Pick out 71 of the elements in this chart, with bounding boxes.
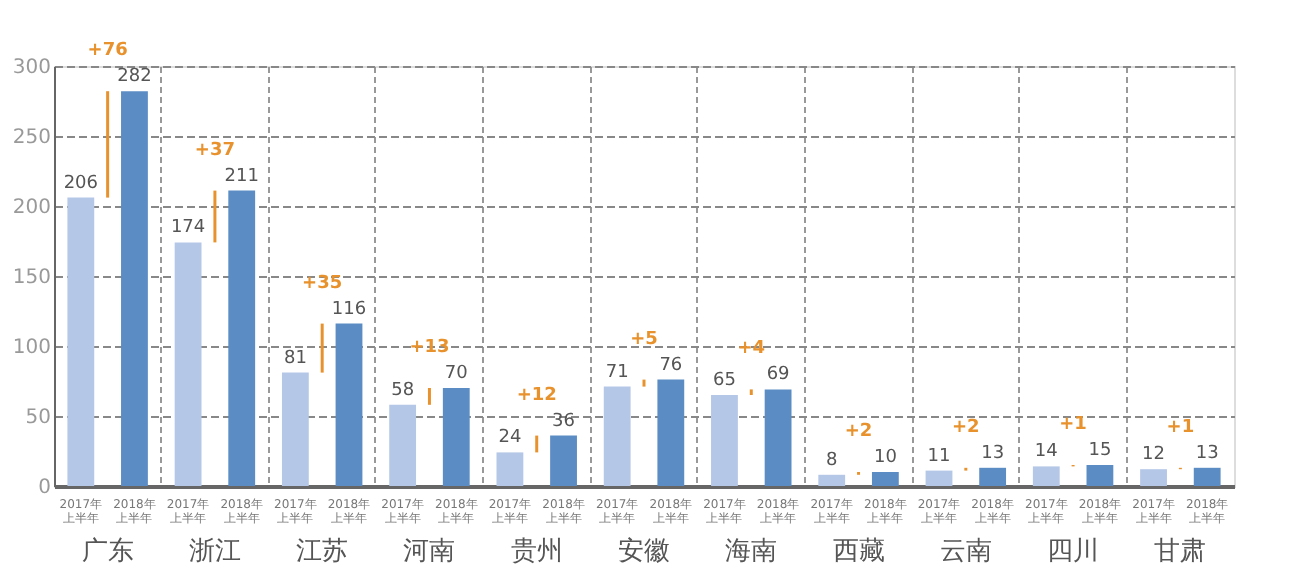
data-label: 174 [170, 218, 206, 239]
annotation: +35 [302, 273, 343, 294]
data-label: 76 [659, 355, 683, 376]
data-label: 36 [552, 411, 576, 432]
x-tick-label: 云南 [939, 537, 992, 567]
bar [442, 388, 470, 486]
bar [121, 91, 148, 486]
data-label: 10 [873, 448, 898, 468]
y-tick-label: 150 [12, 267, 51, 289]
y-tick-label: 100 [12, 337, 51, 359]
bar [925, 470, 953, 486]
bar [389, 404, 417, 486]
data-label: 65 [713, 371, 736, 391]
x-tick-label: 河南 [403, 537, 456, 567]
bar [818, 474, 846, 486]
bar [335, 323, 363, 486]
data-label: 58 [391, 380, 415, 401]
bar [550, 435, 577, 486]
bar [281, 372, 309, 486]
data-label: 12 [1142, 445, 1165, 466]
y-tick-label: 50 [25, 407, 51, 429]
data-label: 13 [981, 443, 1005, 464]
bar [496, 452, 524, 486]
annotation: +1 [1166, 417, 1195, 438]
bar [1193, 467, 1221, 486]
data-label: 81 [283, 348, 307, 369]
data-label: 11 [927, 446, 951, 467]
bar [1086, 465, 1114, 486]
annotation: +1 [1059, 415, 1087, 435]
annotation: +12 [516, 385, 557, 406]
annotation: +2 [844, 422, 873, 442]
annotation: +5 [630, 329, 658, 350]
x-tick-label: 江苏 [296, 537, 349, 567]
x-tick-label: 浙江 [188, 537, 241, 567]
bar [1140, 469, 1167, 486]
data-label: 24 [498, 428, 522, 449]
x-tick-label: 甘肃 [1154, 537, 1207, 567]
data-label: 8 [825, 450, 838, 471]
y-tick-label: 300 [12, 57, 51, 79]
annotation: +37 [194, 140, 235, 161]
bar [174, 242, 202, 486]
data-label: 13 [1195, 443, 1219, 464]
x-tick-label: 海南 [725, 537, 778, 567]
annotation: +2 [952, 417, 980, 438]
data-label: 69 [766, 365, 791, 386]
data-label: 71 [605, 362, 629, 383]
y-tick-label: 0 [38, 477, 51, 499]
x-tick-label: 广东 [81, 537, 134, 567]
bar [657, 379, 685, 486]
bar [764, 389, 792, 486]
x-tick-label: 安徽 [618, 535, 670, 567]
bar [603, 386, 631, 486]
data-label: 282 [117, 67, 152, 88]
data-label: 116 [331, 299, 367, 320]
x-tick-label: 四川 [1047, 537, 1100, 567]
bar [711, 395, 738, 486]
data-label: 206 [63, 173, 99, 194]
data-label: 211 [224, 166, 259, 187]
x-tick-label: 西藏 [832, 537, 885, 567]
bar [228, 190, 256, 486]
data-label: 15 [1088, 441, 1112, 461]
bar [871, 472, 899, 486]
bar [1032, 466, 1060, 486]
y-tick-label: 250 [12, 127, 51, 149]
text: +76 [87, 41, 128, 62]
bar [67, 197, 95, 486]
x-tick-label: 贵州 [510, 537, 563, 567]
y-tick-label: 200 [12, 197, 51, 219]
data-label: 14 [1034, 442, 1059, 463]
bar [979, 467, 1007, 486]
data-label: 70 [444, 364, 469, 384]
